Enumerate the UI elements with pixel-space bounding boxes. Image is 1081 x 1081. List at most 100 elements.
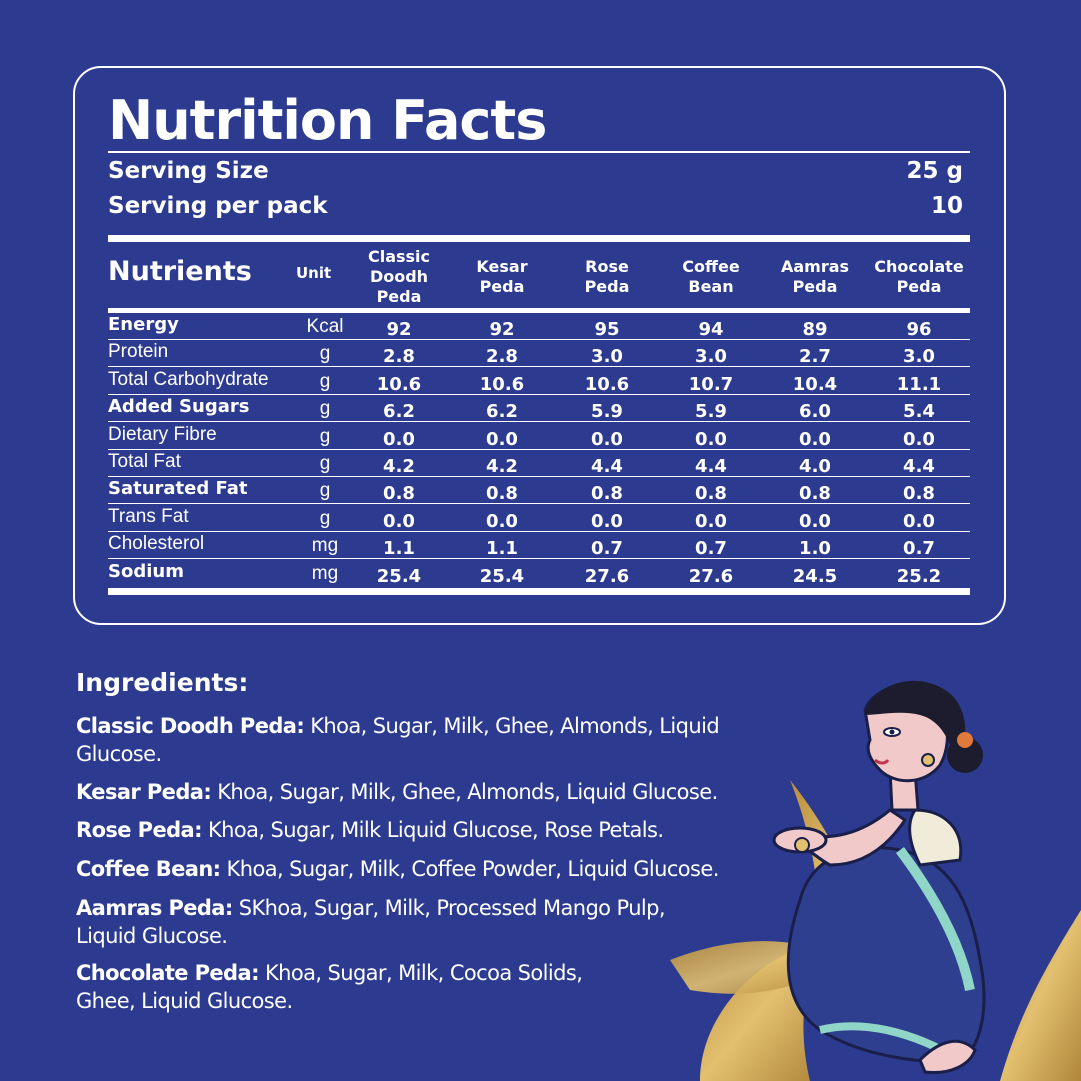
ingredient-item: Chocolate Peda: Khoa, Sugar, Milk, Cocoa… bbox=[76, 959, 636, 1015]
nutrient-value: 3.0 bbox=[695, 346, 727, 368]
nutrient-value: 3.0 bbox=[591, 346, 623, 368]
serving-size-row: Serving Size 25 g bbox=[108, 158, 963, 188]
nutrient-value: 0.8 bbox=[799, 483, 831, 505]
ingredient-item: Rose Peda: Khoa, Sugar, Milk Liquid Gluc… bbox=[76, 816, 796, 844]
foot-shape bbox=[918, 1039, 977, 1075]
nutrient-row: Added Sugars g 6.2 6.2 5.9 5.9 6.0 5.4 bbox=[108, 395, 970, 423]
ingredient-name: Chocolate Peda: bbox=[76, 961, 259, 985]
column-header: Chocolate Peda bbox=[874, 257, 964, 296]
nutrient-value: 27.6 bbox=[688, 565, 734, 587]
nutrient-unit: Kcal bbox=[306, 316, 344, 337]
ingredient-name: Classic Doodh Peda: bbox=[76, 714, 305, 738]
row-divider bbox=[108, 421, 970, 423]
nutrient-value: 0.0 bbox=[695, 428, 727, 450]
nutrient-value: 10.6 bbox=[584, 373, 630, 395]
earring bbox=[921, 753, 935, 767]
row-divider bbox=[108, 476, 970, 477]
nutrient-value: 0.0 bbox=[383, 510, 415, 532]
blouse-shape bbox=[908, 808, 963, 867]
nutrient-value: 6.2 bbox=[486, 401, 518, 423]
nutrient-row: Total Fat g 4.2 4.2 4.4 4.4 4.0 4.4 bbox=[108, 450, 970, 477]
nutrient-name: Cholesterol bbox=[108, 533, 205, 555]
ingredient-text: SKhoa, Sugar, Milk, Processed Mango Pulp… bbox=[76, 896, 666, 948]
nutrient-value: 4.4 bbox=[903, 456, 935, 477]
ingredient-text: Khoa, Sugar, Milk, Ghee, Almonds, Liquid… bbox=[76, 714, 720, 766]
nutrient-value: 5.9 bbox=[591, 401, 623, 423]
column-header: Coffee Bean bbox=[682, 257, 740, 296]
nutrient-value: 0.0 bbox=[591, 510, 623, 532]
hair-shape bbox=[865, 680, 966, 760]
nutrient-row: Dietary Fibre g 0.0 0.0 0.0 0.0 0.0 0.0 bbox=[108, 423, 970, 450]
nutrient-value: 25.2 bbox=[896, 565, 942, 587]
row-divider bbox=[108, 530, 970, 532]
row-divider bbox=[108, 503, 970, 505]
nutrient-value: 0.8 bbox=[591, 483, 623, 505]
nutrient-value: 10.7 bbox=[688, 373, 734, 395]
nutrients-header: Nutrients bbox=[108, 256, 252, 287]
nutrient-value: 0.0 bbox=[591, 428, 623, 450]
nutrient-value: 0.8 bbox=[383, 483, 415, 505]
row-divider bbox=[108, 366, 970, 368]
nutrient-unit: g bbox=[319, 425, 331, 447]
nutrient-name: Sodium bbox=[108, 560, 184, 582]
nutrient-value: 0.0 bbox=[903, 428, 935, 450]
ingredient-text: Khoa, Sugar, Milk, Cocoa Solids, Ghee, L… bbox=[76, 961, 583, 1013]
nutrient-value: 0.8 bbox=[903, 483, 935, 505]
nutrient-name: Protein bbox=[108, 341, 169, 363]
petal-shape bbox=[1000, 910, 1081, 1081]
ingredient-item: Kesar Peda: Khoa, Sugar, Milk, Ghee, Alm… bbox=[76, 778, 796, 806]
nutrient-value: 2.8 bbox=[383, 346, 415, 368]
nutrient-value: 1.1 bbox=[383, 538, 415, 560]
nutrient-value: 1.0 bbox=[799, 538, 831, 560]
nutrient-value: 89 bbox=[802, 319, 828, 340]
nutrient-value: 95 bbox=[594, 319, 620, 340]
nutrient-value: 25.4 bbox=[479, 565, 525, 587]
nutrient-value: 5.9 bbox=[695, 401, 727, 423]
nutrient-unit: g bbox=[319, 480, 331, 502]
serving-size-value: 25 g bbox=[906, 158, 963, 184]
ingredient-name: Coffee Bean: bbox=[76, 857, 221, 881]
serving-per-pack-row: Serving per pack 10 bbox=[108, 193, 963, 223]
nutrient-name: Added Sugars bbox=[108, 396, 250, 418]
nutrition-panel bbox=[73, 66, 1006, 625]
seated-woman-illustration bbox=[670, 680, 1081, 1081]
nutrient-name: Dietary Fibre bbox=[108, 423, 217, 445]
nutrient-value: 0.8 bbox=[486, 483, 518, 505]
nutrient-value: 94 bbox=[698, 319, 724, 340]
nutrient-value: 4.4 bbox=[695, 456, 727, 477]
nutrient-value: 4.0 bbox=[799, 456, 831, 477]
nutrient-value: 3.0 bbox=[903, 346, 935, 368]
nutrient-value: 10.6 bbox=[479, 373, 525, 395]
nutrient-name: Total Carbohydrate bbox=[108, 368, 269, 390]
serving-per-pack-value: 10 bbox=[930, 193, 963, 219]
nutrient-row: Saturated Fat g 0.8 0.8 0.8 0.8 0.8 0.8 bbox=[108, 477, 970, 505]
nutrient-row: Total Carbohydrate g 10.6 10.6 10.6 10.7 10.4 1… bbox=[108, 368, 970, 395]
nutrient-unit: g bbox=[319, 370, 331, 392]
row-divider bbox=[108, 448, 970, 450]
ingredient-name: Kesar Peda: bbox=[76, 780, 212, 804]
nutrient-value: 92 bbox=[386, 319, 412, 340]
nutrient-value: 11.1 bbox=[896, 373, 942, 395]
ingredient-name: Rose Peda: bbox=[76, 818, 202, 842]
nutrient-value: 0.8 bbox=[695, 483, 727, 505]
thick-divider bbox=[108, 235, 970, 242]
nutrient-value: 0.0 bbox=[695, 510, 727, 532]
nutrient-row: Sodium mg 25.4 25.4 27.6 27.6 24.5 25.2 bbox=[108, 560, 970, 587]
nutrient-value: 0.0 bbox=[486, 428, 518, 450]
ingredient-item: Coffee Bean: Khoa, Sugar, Milk, Coffee P… bbox=[76, 855, 796, 883]
column-header: Kesar Peda bbox=[476, 257, 528, 296]
nutrient-value: 6.0 bbox=[799, 401, 831, 423]
nutrient-value: 25.4 bbox=[376, 565, 422, 587]
nutrient-value: 0.7 bbox=[695, 538, 727, 560]
nutrient-value: 5.4 bbox=[903, 401, 935, 423]
nutrient-value: 0.0 bbox=[799, 428, 831, 450]
ingredients-title: Ingredients: bbox=[76, 668, 249, 697]
nutrient-value: 10.6 bbox=[376, 373, 422, 395]
serving-per-pack-label: Serving per pack bbox=[108, 193, 328, 219]
ingredient-item: Aamras Peda: SKhoa, Sugar, Milk, Process… bbox=[76, 894, 726, 950]
nutrient-unit: g bbox=[319, 398, 331, 420]
column-header: Aamras Peda bbox=[780, 257, 850, 296]
nutrient-value: 0.7 bbox=[903, 538, 935, 560]
nutrient-name: Total Fat bbox=[108, 451, 181, 472]
row-divider bbox=[108, 393, 970, 395]
